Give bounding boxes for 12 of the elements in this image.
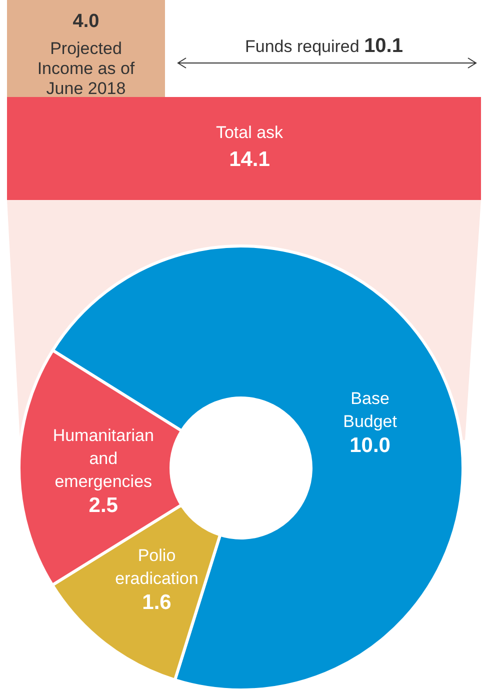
text: Funds required — [244, 37, 364, 56]
slice-label: Polio eradication — [115, 546, 198, 588]
text: 14.1 — [229, 148, 270, 171]
slice-label: Humanitarian and emergencies — [52, 426, 154, 491]
text: Projected Income as of June 2018 — [37, 39, 135, 98]
text: 10.1 — [364, 35, 404, 57]
text: Total ask — [216, 123, 284, 142]
data-label: 10.0 — [350, 434, 390, 458]
data-label: 2.5 — [88, 494, 118, 517]
data-label: 1.6 — [142, 590, 172, 614]
slice-label: Base Budget — [343, 389, 398, 432]
text: 4.0 — [72, 11, 100, 32]
